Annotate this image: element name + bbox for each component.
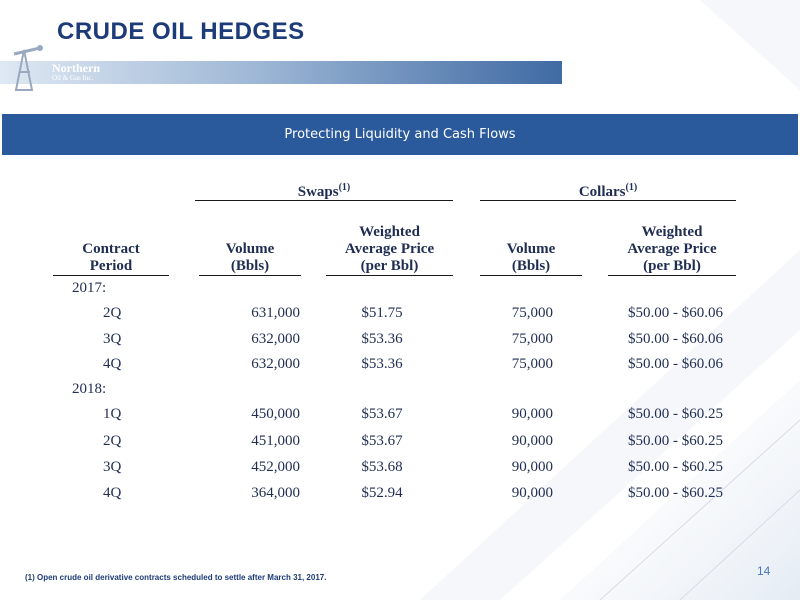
year-label: 2018:	[72, 381, 107, 397]
column-header-period: Contract Period	[53, 241, 169, 276]
swap-price-cell: $51.75	[361, 305, 403, 321]
swap-price-cell: $52.94	[361, 485, 403, 501]
swap-price-cell: $53.36	[361, 331, 403, 347]
period-cell: 4Q	[103, 485, 122, 501]
pump-jack-icon	[13, 45, 43, 91]
company-logo: Northern Oil & Gas Inc.	[10, 42, 120, 92]
collar-volume-cell: 75,000	[511, 331, 553, 347]
collar-price-cell: $50.00 - $60.25	[628, 485, 723, 501]
footnote: (1) Open crude oil derivative contracts …	[25, 573, 327, 582]
column-header-collar-volume: Volume (Bbls)	[480, 241, 582, 276]
column-header-line: Volume	[225, 241, 275, 257]
collar-price-cell: $50.00 - $60.06	[628, 305, 723, 321]
column-header-line: Period	[89, 258, 133, 274]
swap-price-cell: $53.36	[361, 356, 403, 372]
column-header-line: (Bbls)	[511, 258, 551, 274]
swap-price-cell: $53.67	[361, 406, 403, 422]
swap-volume-cell: 451,000	[251, 433, 300, 449]
collar-volume-cell: 90,000	[511, 485, 553, 501]
column-header-line: (per Bbl)	[360, 258, 419, 274]
swap-price-cell: $53.68	[361, 459, 403, 475]
period-cell: 4Q	[103, 356, 122, 372]
swap-volume-cell: 364,000	[251, 485, 300, 501]
swaps-group-label: Swaps	[297, 184, 339, 200]
period-cell: 3Q	[103, 459, 122, 475]
collar-volume-cell: 75,000	[511, 356, 553, 372]
column-header-collar-price: Weighted Average Price (per Bbl)	[608, 224, 736, 276]
swaps-footnote-marker: (1)	[338, 182, 351, 193]
collar-price-cell: $50.00 - $60.25	[628, 459, 723, 475]
slide-title: CRUDE OIL HEDGES	[57, 18, 305, 45]
column-header-line: (per Bbl)	[643, 258, 701, 274]
swap-volume-cell: 632,000	[251, 331, 300, 347]
collar-price-cell: $50.00 - $60.06	[628, 331, 723, 347]
column-header-line: Weighted	[359, 224, 420, 240]
column-header-swap-volume: Volume (Bbls)	[199, 241, 301, 276]
swap-volume-cell: 452,000	[251, 459, 300, 475]
collar-volume-cell: 90,000	[511, 459, 553, 475]
collar-volume-cell: 90,000	[511, 406, 553, 422]
swap-volume-cell: 632,000	[251, 356, 300, 372]
year-label: 2017:	[72, 280, 107, 296]
swap-price-cell: $53.67	[361, 433, 403, 449]
collar-price-cell: $50.00 - $60.25	[628, 406, 723, 422]
collars-group-header: Collars(1)	[480, 182, 736, 201]
collar-price-cell: $50.00 - $60.25	[628, 433, 723, 449]
page-number: 14	[757, 564, 771, 578]
column-header-line: Weighted	[641, 224, 703, 240]
period-cell: 2Q	[103, 305, 122, 321]
logo-subtitle: Oil & Gas Inc.	[52, 74, 94, 82]
collar-volume-cell: 90,000	[511, 433, 553, 449]
period-cell: 2Q	[103, 433, 122, 449]
swaps-group-header: Swaps(1)	[195, 182, 453, 201]
collars-group-label: Collars	[578, 184, 626, 200]
column-header-line: Average Price	[627, 241, 717, 257]
swap-volume-cell: 450,000	[251, 406, 300, 422]
collar-volume-cell: 75,000	[511, 305, 553, 321]
title-underline-bar	[0, 61, 562, 84]
period-cell: 1Q	[103, 406, 122, 422]
period-cell: 3Q	[103, 331, 122, 347]
collars-footnote-marker: (1)	[625, 182, 638, 193]
column-header-line: Volume	[506, 241, 556, 257]
section-banner: Protecting Liquidity and Cash Flows	[2, 114, 798, 155]
column-header-line: Contract	[82, 241, 140, 257]
column-header-swap-price: Weighted Average Price (per Bbl)	[326, 224, 453, 276]
column-header-line: Average Price	[344, 241, 435, 257]
logo-name: Northern	[52, 61, 100, 75]
swap-volume-cell: 631,000	[251, 305, 300, 321]
column-header-line: (Bbls)	[230, 258, 270, 274]
collar-price-cell: $50.00 - $60.06	[628, 356, 723, 372]
